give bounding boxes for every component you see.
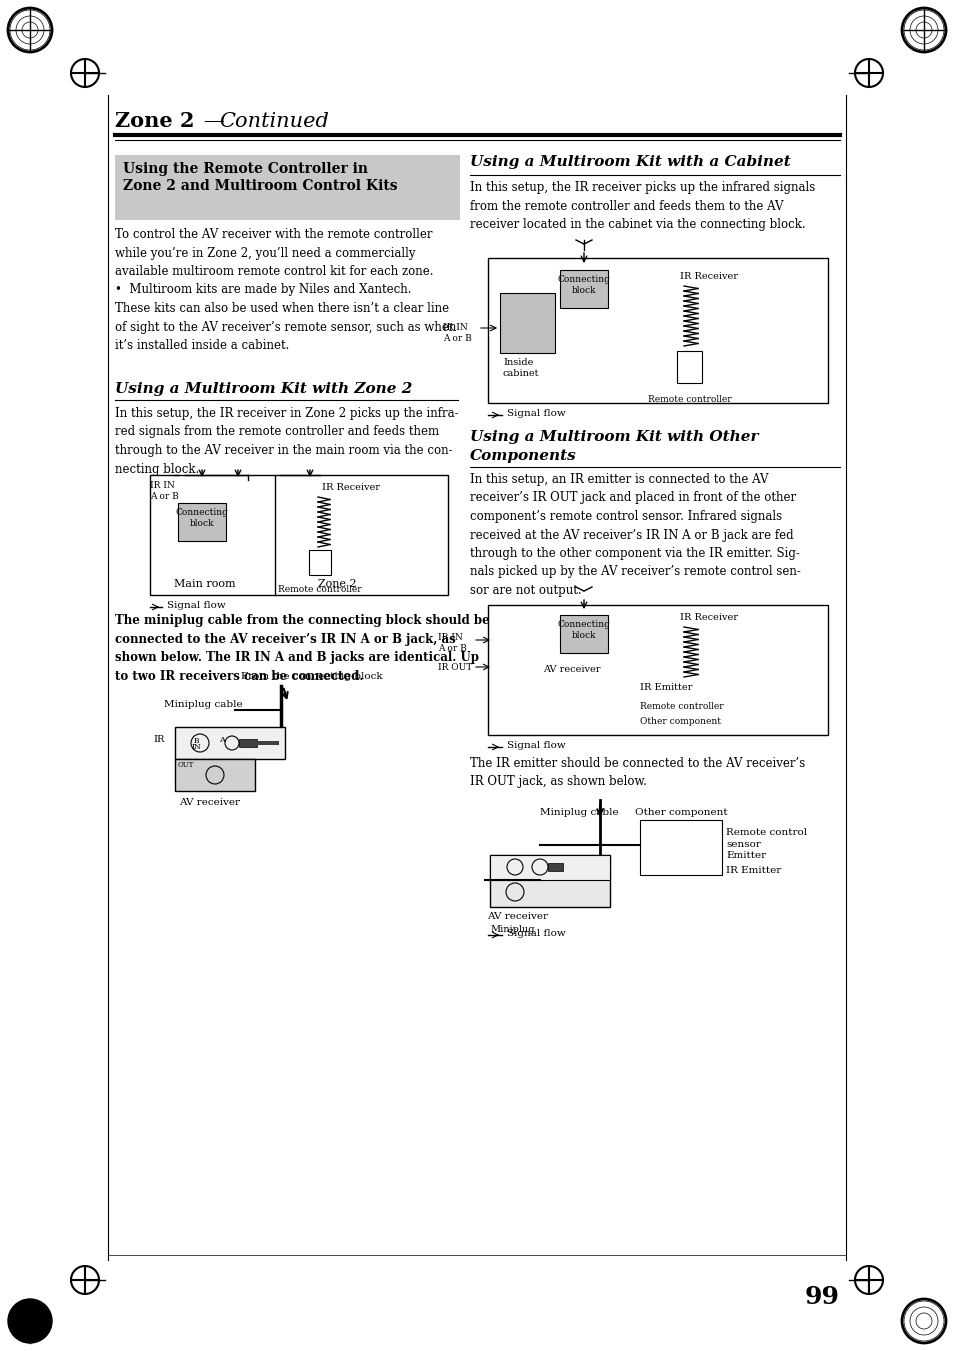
Bar bbox=[488, 258, 827, 403]
Text: AV receiver: AV receiver bbox=[486, 912, 547, 921]
Text: IR IN
A or B: IR IN A or B bbox=[150, 481, 178, 501]
Text: Connecting
block: Connecting block bbox=[557, 276, 610, 295]
Text: AV receiver: AV receiver bbox=[542, 665, 599, 674]
Text: Zone 2 and Multiroom Control Kits: Zone 2 and Multiroom Control Kits bbox=[123, 178, 397, 193]
Bar bbox=[174, 759, 254, 790]
Text: Signal flow: Signal flow bbox=[506, 409, 565, 417]
Bar bbox=[239, 739, 256, 747]
Bar bbox=[639, 820, 721, 875]
Text: Using a Multiroom Kit with Zone 2: Using a Multiroom Kit with Zone 2 bbox=[115, 382, 412, 396]
Bar bbox=[150, 476, 448, 594]
Text: From the connecting block: From the connecting block bbox=[241, 671, 382, 681]
Text: Remote controller: Remote controller bbox=[647, 394, 731, 404]
Text: Signal flow: Signal flow bbox=[167, 601, 226, 611]
Text: Other component: Other component bbox=[635, 808, 727, 817]
Text: IN: IN bbox=[191, 743, 201, 751]
Text: IR IN
A or B: IR IN A or B bbox=[442, 323, 471, 343]
Text: Zone 2: Zone 2 bbox=[317, 580, 355, 589]
Text: Using a Multiroom Kit with Other: Using a Multiroom Kit with Other bbox=[470, 430, 758, 444]
Text: Main room: Main room bbox=[174, 580, 235, 589]
Text: Signal flow: Signal flow bbox=[506, 929, 565, 938]
Text: Zone 2: Zone 2 bbox=[115, 111, 194, 131]
Bar bbox=[547, 863, 562, 871]
Text: To control the AV receiver with the remote controller
while you’re in Zone 2, yo: To control the AV receiver with the remo… bbox=[115, 228, 456, 353]
Text: In this setup, the IR receiver picks up the infrared signals
from the remote con: In this setup, the IR receiver picks up … bbox=[470, 181, 815, 231]
Bar bbox=[256, 740, 278, 744]
Text: In this setup, an IR emitter is connected to the AV
receiver’s IR OUT jack and p: In this setup, an IR emitter is connecte… bbox=[470, 473, 800, 597]
Circle shape bbox=[8, 1300, 52, 1343]
Text: IR: IR bbox=[153, 735, 165, 744]
Text: —: — bbox=[203, 112, 224, 131]
Bar bbox=[559, 270, 607, 308]
Text: The miniplug cable from the connecting block should be
connected to the AV recei: The miniplug cable from the connecting b… bbox=[115, 613, 489, 682]
Text: 99: 99 bbox=[804, 1285, 840, 1309]
Bar bbox=[559, 615, 607, 653]
Text: OUT: OUT bbox=[178, 761, 194, 769]
Text: IR OUT: IR OUT bbox=[437, 663, 472, 671]
Text: Other component: Other component bbox=[639, 717, 720, 725]
Text: Using a Multiroom Kit with a Cabinet: Using a Multiroom Kit with a Cabinet bbox=[470, 155, 790, 169]
Text: Remote controller: Remote controller bbox=[278, 585, 361, 594]
Bar bbox=[174, 727, 285, 759]
Text: Components: Components bbox=[470, 449, 577, 463]
Text: A: A bbox=[219, 736, 225, 744]
Text: Connecting
block: Connecting block bbox=[175, 508, 228, 528]
Text: Using the Remote Controller in: Using the Remote Controller in bbox=[123, 162, 368, 176]
Text: B: B bbox=[193, 738, 198, 744]
Text: Connecting
block: Connecting block bbox=[557, 620, 610, 640]
Text: IR Receiver: IR Receiver bbox=[679, 613, 738, 621]
Text: Miniplug cable: Miniplug cable bbox=[164, 700, 242, 709]
Bar bbox=[490, 855, 609, 880]
Text: IR IN
A or B: IR IN A or B bbox=[437, 634, 466, 653]
Text: IR Emitter: IR Emitter bbox=[639, 684, 692, 692]
Bar bbox=[178, 503, 226, 540]
Bar bbox=[490, 855, 609, 907]
Text: Inside
cabinet: Inside cabinet bbox=[502, 358, 539, 378]
Text: In this setup, the IR receiver in Zone 2 picks up the infra-
red signals from th: In this setup, the IR receiver in Zone 2… bbox=[115, 407, 458, 476]
Bar bbox=[499, 293, 555, 353]
Text: Signal flow: Signal flow bbox=[506, 740, 565, 750]
Text: Emitter: Emitter bbox=[725, 851, 765, 861]
Text: AV receiver: AV receiver bbox=[179, 798, 240, 807]
Bar bbox=[309, 550, 331, 576]
Text: IR Receiver: IR Receiver bbox=[679, 272, 738, 281]
Text: The IR emitter should be connected to the AV receiver’s
IR OUT jack, as shown be: The IR emitter should be connected to th… bbox=[470, 757, 804, 789]
Bar bbox=[488, 605, 827, 735]
Text: Remote controller: Remote controller bbox=[639, 703, 723, 711]
Text: Continued: Continued bbox=[219, 112, 329, 131]
Text: Miniplug: Miniplug bbox=[490, 925, 534, 934]
Text: Miniplug cable: Miniplug cable bbox=[539, 808, 618, 817]
Text: Remote control
sensor: Remote control sensor bbox=[725, 828, 806, 848]
Text: IR Receiver: IR Receiver bbox=[322, 484, 379, 492]
Bar bbox=[115, 155, 459, 220]
Bar bbox=[677, 351, 701, 382]
Text: IR Emitter: IR Emitter bbox=[725, 866, 781, 875]
